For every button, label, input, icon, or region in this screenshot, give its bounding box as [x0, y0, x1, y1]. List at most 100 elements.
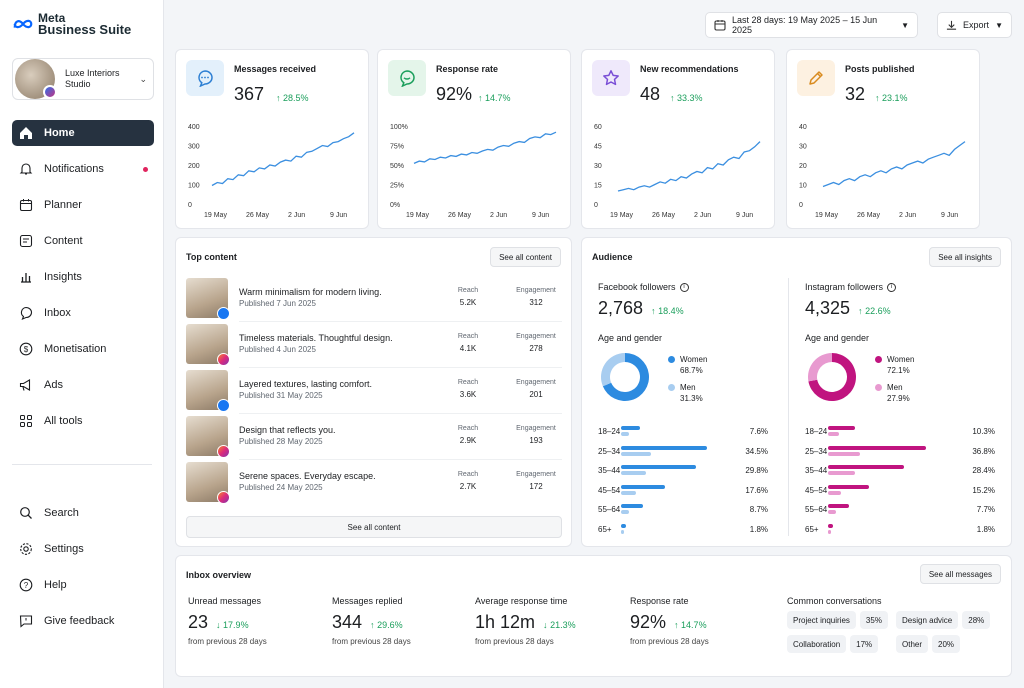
- legend-label: Men: [680, 383, 696, 392]
- row-divider: [239, 321, 562, 322]
- calendar-icon: [714, 20, 726, 31]
- inbox-metric-delta-value: 21.3%: [550, 620, 576, 630]
- x-tick-label: 26 May: [246, 212, 269, 219]
- reach-value: 2.9K: [459, 436, 477, 445]
- age-bar-women: [828, 484, 869, 489]
- followers-label: Instagram followers: [805, 282, 884, 292]
- notification-dot: [143, 167, 148, 172]
- chip-label: Other: [896, 635, 929, 653]
- x-tick-label: 19 May: [610, 212, 633, 219]
- age-label: 18–24: [805, 427, 828, 436]
- engagement-label: Engagement: [516, 379, 556, 386]
- y-tick-label: 0: [594, 202, 598, 209]
- content-row[interactable]: Layered textures, lasting comfort. Publis…: [186, 370, 562, 414]
- see-all-insights-button[interactable]: See all insights: [929, 247, 1001, 267]
- age-label: 55–64: [805, 505, 828, 514]
- followers-value: 2,768: [598, 298, 644, 318]
- kpi-card[interactable]: New recommendations 48 ↑ 33.3% 60 45 30 15 0 19 …: [581, 49, 775, 229]
- date-range-picker[interactable]: Last 28 days: 19 May 2025 – 15 Jun 2025 …: [705, 12, 918, 38]
- inbox-metric-value: 1h 12m: [475, 612, 536, 632]
- conversation-chip[interactable]: Design advice 28%: [896, 611, 991, 629]
- trend-line: [211, 132, 355, 187]
- engagement-label: Engagement: [516, 287, 556, 294]
- donut-slice-men: [601, 353, 625, 387]
- post-title: Warm minimalism for modern living.: [239, 287, 382, 297]
- age-bar-women: [621, 504, 643, 508]
- age-bar-men: [621, 471, 646, 475]
- sidebar: Meta Business Suite Luxe Interiors Studi…: [0, 0, 164, 688]
- kpi-card[interactable]: Response rate 92% ↑ 14.7% 100% 75% 50% 25% 0% 19…: [377, 49, 571, 229]
- y-tick-label: 10: [799, 183, 807, 190]
- brand-line2: Business Suite: [38, 22, 132, 37]
- info-icon[interactable]: i: [887, 282, 897, 292]
- nav-item-insights[interactable]: Insights: [12, 264, 154, 290]
- content-row[interactable]: Warm minimalism for modern living. Publis…: [186, 278, 562, 322]
- kpi-card[interactable]: Messages received 367 ↑ 28.5% 400 300 200 100 0…: [175, 49, 369, 229]
- account-switcher[interactable]: Luxe Interiors Studio ⌄: [12, 58, 154, 100]
- age-bar-women: [621, 445, 708, 450]
- legend-swatch: [875, 384, 882, 391]
- bar-chart-icon: [18, 269, 34, 285]
- x-tick-label: 19 May: [406, 212, 429, 219]
- nav-item-planner[interactable]: Planner: [12, 192, 154, 218]
- age-bar-men: [621, 529, 624, 534]
- content-row[interactable]: Design that reflects you. Published 28 Ma…: [186, 416, 562, 460]
- info-icon[interactable]: i: [679, 282, 689, 292]
- inbox-metric: Average response time 1h 12m ↓ 21.3% from p…: [475, 596, 576, 646]
- meta-logo[interactable]: Meta Business Suite: [12, 12, 131, 36]
- chip-pct: 20%: [932, 635, 961, 653]
- legend-women: Women 72.1%: [875, 354, 914, 376]
- followers-delta: ↑ 22.6%: [858, 306, 891, 316]
- export-label: Export: [963, 20, 990, 30]
- nav-item-home[interactable]: Home: [12, 120, 154, 146]
- bottom-nav: Search Settings ? Help Give feedback: [12, 500, 154, 644]
- nav-item-content[interactable]: Content: [12, 228, 154, 254]
- main-nav: Home Notifications Planner Content Insights I…: [12, 120, 154, 444]
- kpi-delta: ↑ 28.5%: [276, 93, 309, 103]
- conversation-chip[interactable]: Project inquiries 35%: [787, 611, 888, 629]
- see-all-messages-button[interactable]: See all messages: [919, 564, 1001, 584]
- arrow-up-icon: ↑: [858, 306, 866, 316]
- post-thumbnail: [186, 278, 230, 320]
- kpi-title: Response rate: [436, 64, 499, 74]
- see-all-content-button[interactable]: See all content: [490, 247, 561, 267]
- kpi-card[interactable]: Posts published 32 ↑ 23.1% 40 30 20 10 0 19 May 2…: [786, 49, 980, 229]
- conversation-chip[interactable]: Collaboration 17%: [787, 635, 879, 653]
- age-bar-row: 45–54 15.2%: [805, 484, 995, 497]
- post-date: Published 7 Jun 2025: [239, 299, 316, 308]
- nav-item-ads[interactable]: Ads: [12, 372, 154, 398]
- nav-label: Monetisation: [44, 343, 107, 355]
- age-bar-women: [621, 426, 640, 430]
- donut-slice-women: [808, 353, 856, 401]
- nav-item-monetisation[interactable]: $ Monetisation: [12, 336, 154, 362]
- y-tick-label: 15: [594, 183, 602, 190]
- kpi-delta-value: 33.3%: [677, 93, 703, 103]
- content-row[interactable]: Timeless materials. Thoughtful design. Pu…: [186, 324, 562, 368]
- see-all-content-footer-button[interactable]: See all content: [186, 516, 562, 538]
- export-button[interactable]: Export ▼: [937, 12, 1012, 38]
- legend-men: Men 27.9%: [875, 382, 910, 404]
- followers-label: Facebook followers: [598, 282, 676, 292]
- post-date: Published 28 May 2025: [239, 437, 323, 446]
- y-tick-label: 300: [188, 144, 200, 151]
- age-bar-row: 65+ 1.8%: [598, 523, 768, 536]
- inbox-metric-period: from previous 28 days: [332, 637, 411, 646]
- age-pct: 28.4%: [972, 466, 995, 475]
- bell-icon: [18, 161, 34, 177]
- row-divider: [239, 413, 562, 414]
- nav-item-inbox[interactable]: Inbox: [12, 300, 154, 326]
- conversation-chip[interactable]: Other 20%: [896, 635, 961, 653]
- nav-item-settings[interactable]: Settings: [12, 536, 154, 562]
- nav-item-all-tools[interactable]: All tools: [12, 408, 154, 434]
- age-bar-row: 25–34 36.8%: [805, 445, 995, 458]
- nav-item-notifications[interactable]: Notifications: [12, 156, 154, 182]
- content-row[interactable]: Serene spaces. Everyday escape. Published…: [186, 462, 562, 506]
- x-tick-label: 26 May: [652, 212, 675, 219]
- post-thumbnail: [186, 462, 230, 504]
- x-tick-label: 19 May: [204, 212, 227, 219]
- age-pct: 15.2%: [972, 485, 995, 495]
- nav-item-search[interactable]: Search: [12, 500, 154, 526]
- nav-item-help[interactable]: ? Help: [12, 572, 154, 598]
- inbox-metric-delta-value: 29.6%: [377, 620, 403, 630]
- nav-item-give-feedback[interactable]: Give feedback: [12, 608, 154, 634]
